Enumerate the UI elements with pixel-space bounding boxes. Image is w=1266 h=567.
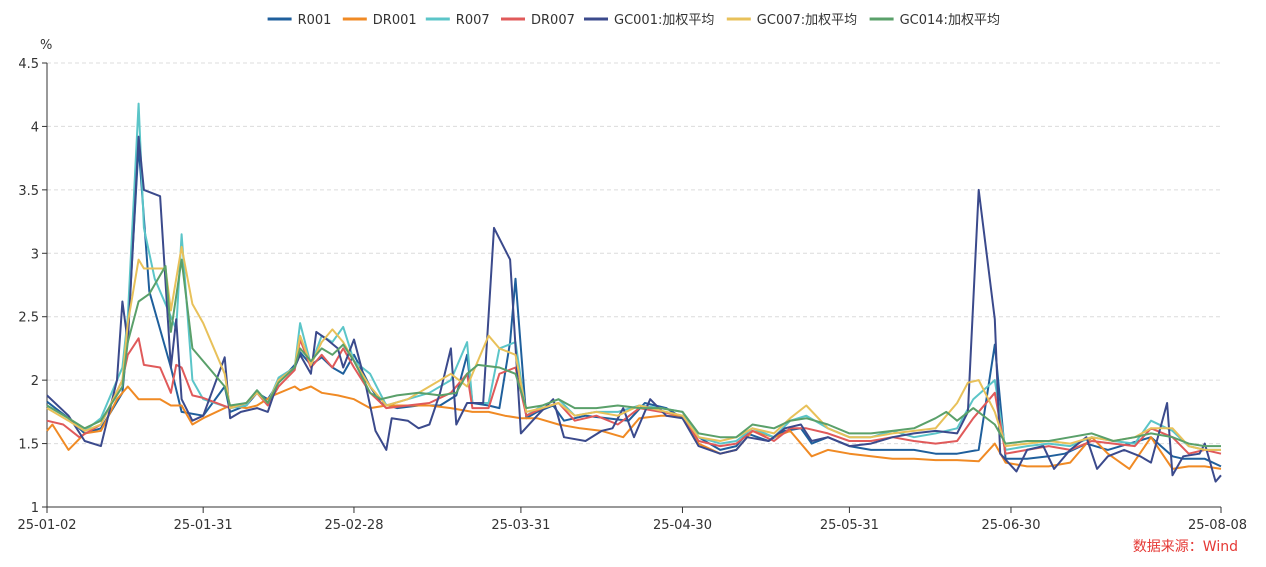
legend-item-2[interactable]: R007 (425, 13, 490, 28)
y-tick-label: 3 (31, 247, 39, 262)
y-tick-label: 1.5 (18, 438, 39, 453)
y-axis-unit-label: % (40, 38, 52, 53)
y-tick-label: 3.5 (18, 184, 39, 199)
series-line-0 (46, 144, 1222, 468)
y-tick-label: 4 (31, 120, 39, 135)
series-line-1 (46, 385, 1222, 470)
legend-label: DR007 (531, 13, 575, 28)
x-axis: 25-01-02 25-01-31 25-02-28 25-03-31 25-04-30… (17, 506, 1247, 533)
series-line-2 (46, 102, 1221, 451)
legend-label: R007 (456, 13, 490, 28)
x-tick-label: 25-06-30 (981, 518, 1040, 533)
y-axis: 1 1.5 2 2.5 3 3.5 4 4.5 (18, 57, 48, 516)
series-line-3 (46, 337, 1222, 455)
legend-item-6[interactable]: GC014:加权平均 (869, 12, 1000, 28)
legend-label: DR001 (373, 13, 417, 28)
y-tick-label: 2 (31, 374, 39, 389)
series-line-6 (46, 258, 1221, 448)
grid-lines (47, 62, 1221, 445)
series-line-5 (46, 245, 1221, 451)
chart-legend: R001 DR001 R007 DR007 GC001:加权平均 GC007:加权平均 GC… (267, 12, 1000, 28)
y-tick-label: 1 (31, 501, 39, 516)
legend-label: GC007:加权平均 (757, 12, 857, 28)
legend-label: GC014:加权平均 (900, 12, 1000, 28)
x-tick-label: 25-03-31 (491, 518, 550, 533)
legend-item-0[interactable]: R001 (267, 13, 332, 28)
legend-item-3[interactable]: DR007 (501, 13, 575, 28)
y-tick-label: 2.5 (18, 311, 39, 326)
x-tick-label: 25-04-30 (653, 518, 712, 533)
legend-item-5[interactable]: GC007:加权平均 (726, 12, 857, 28)
x-tick-label: 25-05-31 (820, 518, 879, 533)
legend-item-1[interactable]: DR001 (342, 13, 417, 28)
y-tick-label: 4.5 (18, 57, 39, 72)
legend-label: R001 (298, 13, 332, 28)
series-lines (46, 102, 1222, 483)
legend-item-4[interactable]: GC001:加权平均 (584, 12, 714, 28)
x-tick-label: 25-01-31 (174, 518, 233, 533)
data-source-note: 数据来源：Wind (1133, 539, 1238, 555)
x-tick-label: 25-01-02 (17, 518, 76, 533)
x-tick-label: 25-02-28 (324, 518, 383, 533)
series-line-4 (46, 135, 1222, 483)
legend-label: GC001:加权平均 (614, 12, 714, 28)
x-tick-label: 25-08-08 (1188, 518, 1247, 533)
